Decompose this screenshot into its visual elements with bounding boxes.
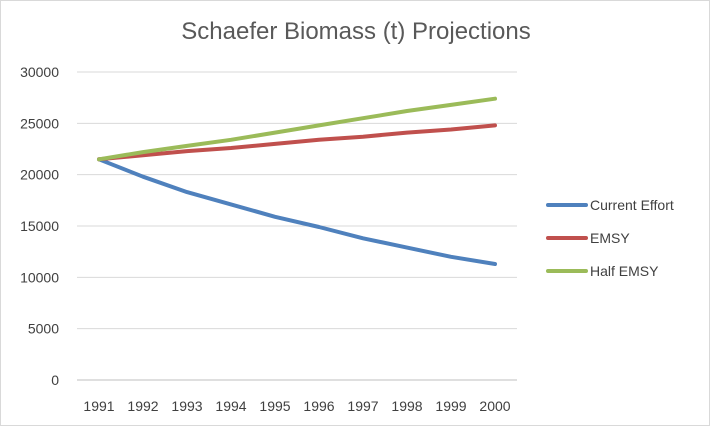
x-axis-ticks: 1991 1992 1993 1994 1995 1996 1997 1998 1999 2000 bbox=[83, 398, 510, 414]
series-lines bbox=[97, 96, 497, 266]
x-tick-label: 1992 bbox=[127, 398, 158, 414]
y-tick-label: 25000 bbox=[20, 115, 59, 131]
x-tick-label: 2000 bbox=[479, 398, 510, 414]
x-tick-label: 1998 bbox=[391, 398, 422, 414]
y-tick-label: 20000 bbox=[20, 167, 59, 183]
y-tick-label: 30000 bbox=[20, 64, 59, 80]
x-tick-label: 1997 bbox=[347, 398, 378, 414]
x-tick-label: 1991 bbox=[83, 398, 114, 414]
x-tick-label: 1995 bbox=[259, 398, 290, 414]
y-tick-label: 10000 bbox=[20, 269, 59, 285]
x-tick-label: 1994 bbox=[215, 398, 246, 414]
y-tick-label: 15000 bbox=[20, 218, 59, 234]
y-axis-ticks: 0 5000 10000 15000 20000 25000 30000 bbox=[20, 64, 59, 388]
legend: Current Effort EMSY Half EMSY bbox=[546, 197, 674, 279]
legend-label: Current Effort bbox=[590, 197, 674, 213]
x-tick-label: 1999 bbox=[435, 398, 466, 414]
chart-title: Schaefer Biomass (t) Projections bbox=[181, 18, 530, 45]
y-tick-label: 5000 bbox=[28, 321, 59, 337]
gridlines bbox=[77, 71, 517, 381]
legend-label: EMSY bbox=[590, 230, 630, 246]
y-tick-label: 0 bbox=[51, 372, 59, 388]
legend-label: Half EMSY bbox=[590, 263, 659, 279]
series-line-current-effort bbox=[97, 157, 497, 266]
series-line-half-emsy bbox=[97, 96, 497, 162]
series-line-emsy bbox=[97, 123, 497, 162]
x-tick-label: 1996 bbox=[303, 398, 334, 414]
x-tick-label: 1993 bbox=[171, 398, 202, 414]
